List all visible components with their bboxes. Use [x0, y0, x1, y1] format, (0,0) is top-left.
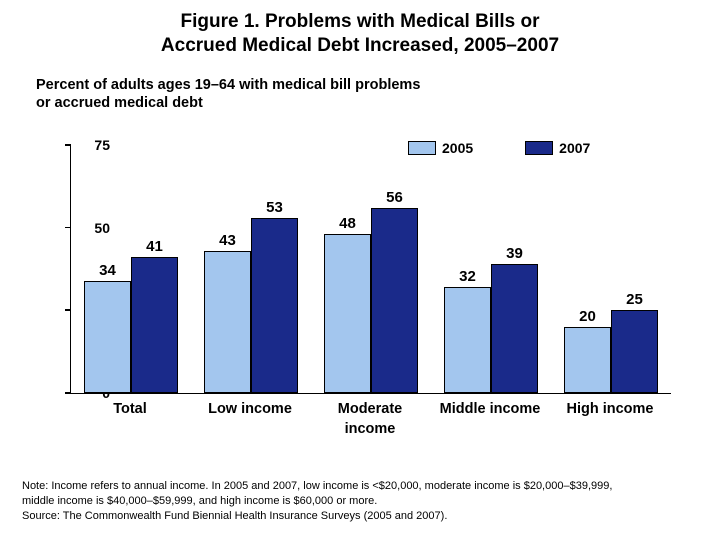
bars-container: 34 41 43 53 48 56 32 39 20 25 — [71, 145, 671, 393]
bar-2007: 41 — [131, 257, 178, 393]
bar-2005: 34 — [84, 281, 131, 393]
bar-value-label: 34 — [99, 262, 116, 279]
note-line-2: middle income is $40,000–$59,999, and hi… — [22, 495, 377, 507]
bar-value-label: 20 — [579, 308, 596, 325]
chart-area: 0 25 50 75 34 41 43 53 48 56 32 39 — [36, 145, 684, 425]
x-label: Low income — [195, 399, 305, 440]
x-label: High income — [555, 399, 665, 440]
plot-area: 34 41 43 53 48 56 32 39 20 25 — [70, 145, 671, 394]
bar-2005: 20 — [564, 327, 611, 393]
bar-2007: 56 — [371, 208, 418, 393]
bar-group: 20 25 — [564, 310, 658, 393]
x-label: Middle income — [435, 399, 545, 440]
title-line-2: Accrued Medical Debt Increased, 2005–200… — [161, 35, 559, 56]
subtitle-line-1: Percent of adults ages 19–64 with medica… — [36, 77, 420, 93]
bar-value-label: 25 — [626, 291, 643, 308]
bar-2005: 48 — [324, 234, 371, 393]
x-label: Moderate income — [315, 399, 425, 440]
note-line-1: Note: Income refers to annual income. In… — [22, 480, 612, 492]
bar-2007: 53 — [251, 218, 298, 393]
bar-group: 43 53 — [204, 218, 298, 393]
bar-2007: 39 — [491, 264, 538, 393]
bar-value-label: 41 — [146, 238, 163, 255]
bar-value-label: 32 — [459, 268, 476, 285]
bar-value-label: 39 — [506, 245, 523, 262]
chart-title: Figure 1. Problems with Medical Bills or… — [0, 0, 720, 62]
subtitle-line-2: or accrued medical debt — [36, 95, 203, 111]
x-label: Total — [75, 399, 185, 440]
x-axis-labels: Total Low income Moderate income Middle … — [70, 399, 670, 440]
footnote: Note: Income refers to annual income. In… — [22, 479, 702, 524]
bar-group: 48 56 — [324, 208, 418, 393]
note-line-3: Source: The Commonwealth Fund Biennial H… — [22, 510, 447, 522]
bar-group: 34 41 — [84, 257, 178, 393]
bar-value-label: 56 — [386, 189, 403, 206]
bar-2005: 32 — [444, 287, 491, 393]
bar-value-label: 48 — [339, 215, 356, 232]
title-line-1: Figure 1. Problems with Medical Bills or — [181, 11, 540, 32]
bar-value-label: 53 — [266, 199, 283, 216]
bar-2005: 43 — [204, 251, 251, 393]
bar-group: 32 39 — [444, 264, 538, 393]
chart-subtitle: Percent of adults ages 19–64 with medica… — [0, 62, 720, 114]
bar-value-label: 43 — [219, 232, 236, 249]
bar-2007: 25 — [611, 310, 658, 393]
